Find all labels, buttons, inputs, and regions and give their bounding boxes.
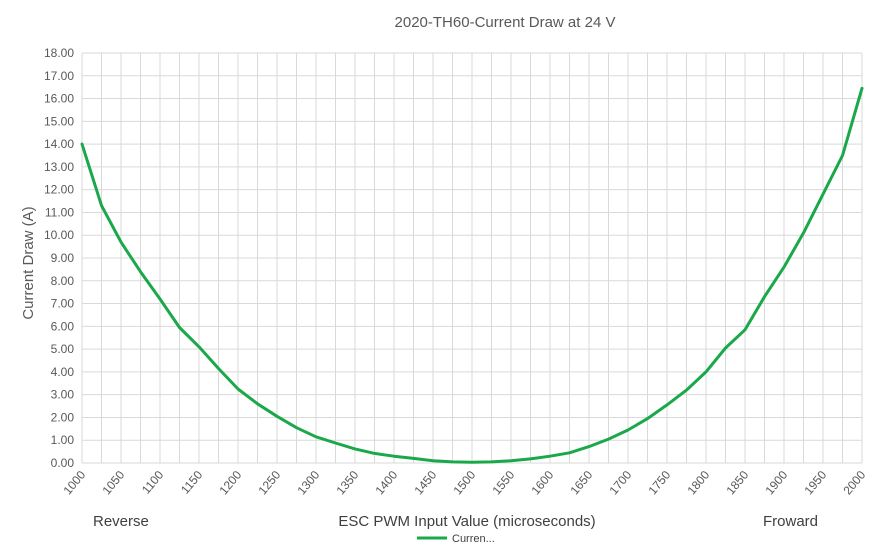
x-tick-label: 1050 (99, 468, 127, 498)
y-tick-label: 3.00 (51, 388, 75, 402)
x-tick-label: 1600 (528, 468, 556, 498)
y-tick-label: 11.00 (45, 205, 74, 219)
forward-annotation: Froward (763, 513, 818, 530)
x-tick-label: 1300 (294, 468, 322, 498)
x-tick-label: 2000 (840, 468, 868, 498)
x-tick-label: 1250 (255, 468, 283, 498)
y-axis-label: Current Draw (A) (20, 206, 37, 319)
chart-title: 2020-TH60-Current Draw at 24 V (395, 14, 616, 31)
y-tick-label: 15.00 (44, 114, 74, 128)
x-tick-label: 1500 (450, 468, 478, 498)
series-line-current (80, 86, 864, 464)
y-tick-label: 6.00 (51, 319, 75, 333)
x-tick-label: 1950 (801, 468, 829, 498)
legend-label: Curren... (452, 533, 495, 545)
x-tick-labels: 1000 1050 1100 1150 1200 1250 1300 1350 1400 1450… (60, 468, 868, 498)
y-tick-label: 13.00 (44, 160, 74, 174)
x-tick-label: 1150 (178, 468, 206, 497)
y-tick-label: 18.00 (44, 46, 74, 60)
x-tick-label: 1700 (606, 468, 634, 498)
y-tick-label: 5.00 (51, 342, 75, 356)
y-tick-label: 9.00 (51, 251, 75, 265)
x-tick-label: 1550 (489, 468, 517, 498)
x-tick-label: 1800 (684, 468, 712, 498)
y-tick-label: 8.00 (51, 274, 75, 288)
y-tick-label: 4.00 (51, 365, 75, 379)
y-tick-label: 16.00 (44, 92, 74, 106)
y-tick-label: 17.00 (44, 69, 74, 83)
y-tick-label: 10.00 (44, 228, 74, 242)
gridlines (81, 52, 863, 464)
x-tick-label: 1400 (372, 468, 400, 498)
x-tick-label: 1850 (723, 468, 751, 498)
x-axis-label: ESC PWM Input Value (microseconds) (338, 513, 595, 530)
x-tick-label: 1100 (139, 468, 167, 497)
x-tick-label: 1900 (762, 468, 790, 498)
reverse-annotation: Reverse (93, 513, 149, 530)
y-tick-label: 7.00 (51, 297, 75, 311)
y-tick-label: 14.00 (44, 137, 74, 151)
x-tick-label: 1450 (411, 468, 439, 498)
x-tick-label: 1000 (60, 468, 88, 498)
x-tick-label: 1350 (333, 468, 361, 498)
x-tick-label: 1650 (567, 468, 595, 498)
y-tick-label: 0.00 (51, 456, 75, 470)
y-tick-label: 12.00 (44, 183, 74, 197)
x-tick-label: 1200 (216, 468, 244, 498)
y-tick-label: 2.00 (51, 410, 75, 424)
x-tick-label: 1750 (645, 468, 673, 498)
legend: Curren... (417, 533, 495, 545)
y-tick-labels: 0.00 1.00 2.00 3.00 4.00 5.00 6.00 7.00 8.00 9.00… (44, 46, 74, 470)
series-layer (80, 86, 864, 464)
y-tick-label: 1.00 (51, 433, 75, 447)
